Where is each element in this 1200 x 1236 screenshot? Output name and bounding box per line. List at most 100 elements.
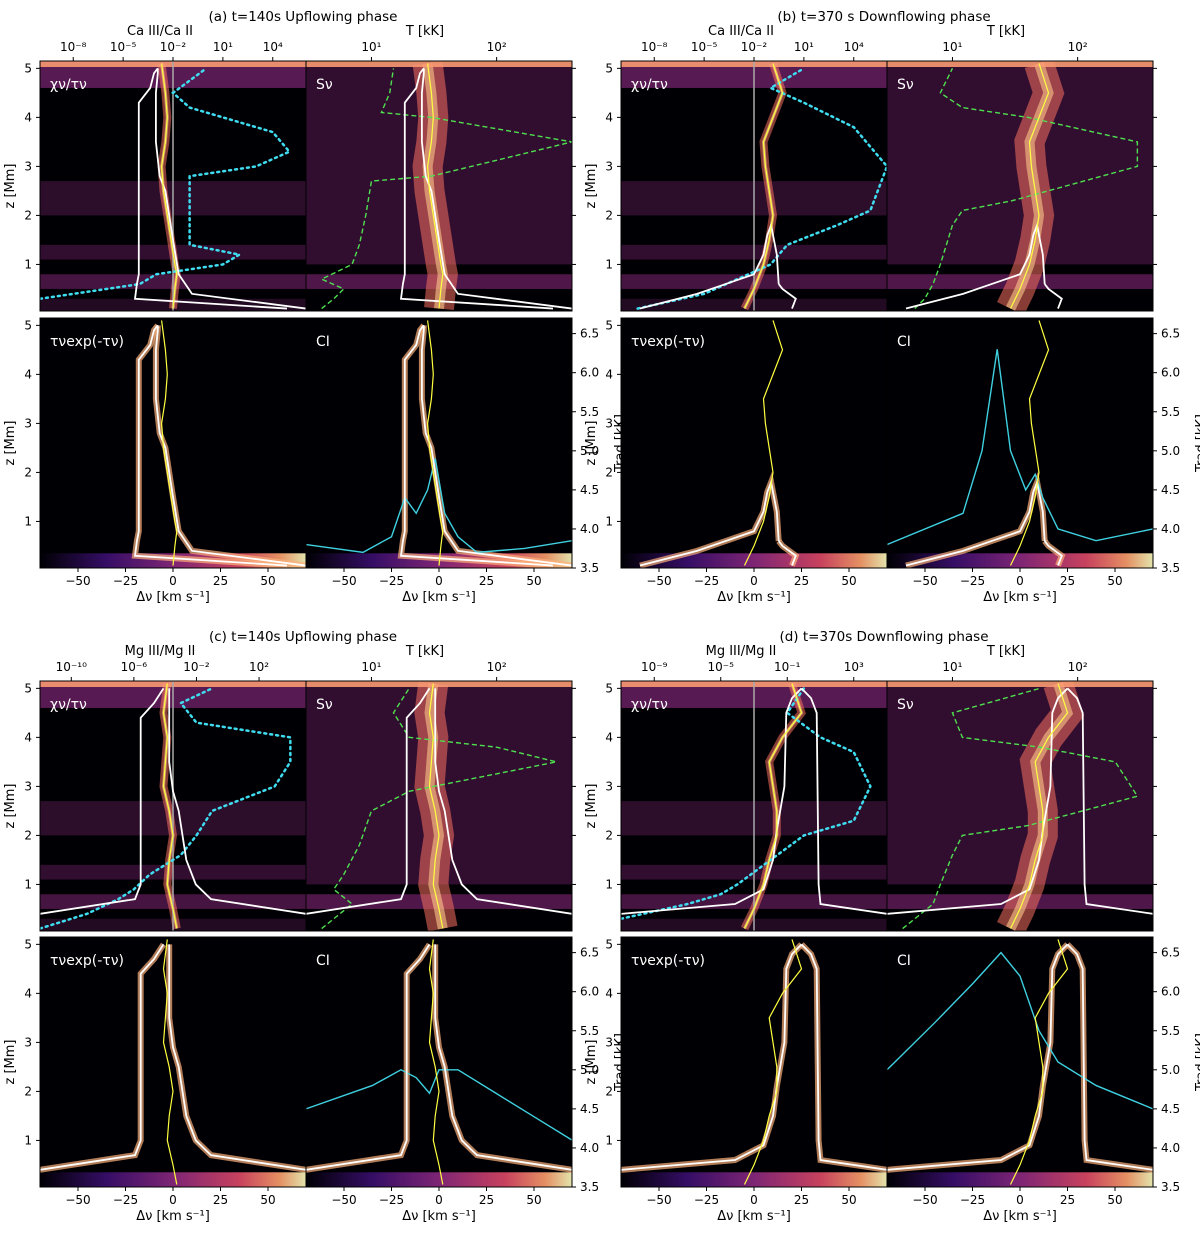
velocity-curve bbox=[743, 939, 803, 1185]
y-tick-label: 5 bbox=[605, 937, 613, 951]
trad-axis-label: Trad [kK] bbox=[1194, 1033, 1200, 1092]
panel-S: Sν bbox=[886, 680, 1157, 932]
velocity-curve bbox=[426, 63, 444, 309]
temp-tick-label: 10¹ bbox=[942, 40, 962, 54]
y-tick-label: 3 bbox=[605, 779, 613, 793]
x-axis-label: Δν [km s⁻¹] bbox=[983, 1209, 1057, 1224]
panel-chi: χν/τν 1 2 3 4 5 z [Mm] bbox=[3, 60, 307, 312]
heatmap-wing bbox=[40, 1172, 306, 1187]
panel-label: Sν bbox=[897, 77, 914, 93]
panel-S: Sν bbox=[886, 60, 1157, 312]
panel-plot-area bbox=[887, 318, 1153, 568]
x-tick-label: −50 bbox=[331, 1193, 356, 1207]
x-tick-label: 50 bbox=[260, 1193, 275, 1207]
y-tick-label: 2 bbox=[605, 1084, 613, 1098]
trad-tick-label: 5.0 bbox=[580, 1063, 599, 1077]
x-tick-label: −50 bbox=[65, 1193, 90, 1207]
temperature-curve bbox=[319, 68, 572, 310]
y-tick-label: 3 bbox=[605, 159, 613, 173]
ion-tick-label: 10⁴ bbox=[263, 40, 283, 54]
block-title: (c) t=140s Upflowing phase bbox=[209, 629, 397, 645]
ion-tick-label: 10⁻² bbox=[183, 660, 210, 674]
tau-unity-right-curve bbox=[1043, 283, 1063, 309]
trad-tick-label: 3.5 bbox=[580, 1180, 599, 1194]
tau-unity-right-curve bbox=[168, 688, 306, 915]
temp-tick-label: 10¹ bbox=[361, 40, 381, 54]
y-axis-label: z [Mm] bbox=[3, 164, 18, 209]
panel-label: CI bbox=[897, 953, 911, 969]
trad-axis-label: Trad [kK] bbox=[1194, 414, 1200, 473]
panel-tau: τνexp(-τν) −50 −25 0 25 50 Δν [km s⁻¹] 1 2 3 4 5 z [… bbox=[3, 317, 307, 605]
x-tick-label: 0 bbox=[750, 574, 758, 588]
x-tick-label: 0 bbox=[1016, 1193, 1024, 1207]
velocity-curve bbox=[1009, 320, 1050, 566]
heatmap-wing bbox=[887, 1172, 1153, 1187]
x-tick-label: −50 bbox=[646, 1193, 671, 1207]
velocity-curve bbox=[428, 683, 444, 929]
panel-label: χν/τν bbox=[631, 77, 668, 93]
velocity-curve bbox=[1009, 683, 1069, 929]
velocity-curve bbox=[1009, 63, 1050, 309]
x-tick-label: 50 bbox=[841, 574, 856, 588]
ion-tick-label: 10⁻¹⁰ bbox=[56, 660, 87, 674]
trad-tick-label: 6.5 bbox=[1161, 946, 1180, 960]
x-axis-label: Δν [km s⁻¹] bbox=[402, 590, 476, 605]
x-tick-label: 0 bbox=[1016, 574, 1024, 588]
heatmap-background bbox=[306, 318, 572, 568]
ion-tick-label: 10⁻⁸ bbox=[641, 40, 668, 54]
velocity-curve bbox=[426, 320, 444, 566]
tau-unity-right-curve bbox=[434, 944, 572, 1171]
tau-unity-left-curve bbox=[40, 687, 165, 915]
x-tick-label: 0 bbox=[169, 1193, 177, 1207]
velocity-curve bbox=[160, 63, 178, 309]
heatmap-wing bbox=[621, 553, 887, 568]
velocity-curve bbox=[162, 683, 178, 929]
x-tick-label: 0 bbox=[435, 574, 443, 588]
velocity-curve bbox=[162, 939, 178, 1185]
temp-tick-label: 10¹ bbox=[361, 660, 381, 674]
y-tick-label: 1 bbox=[24, 1133, 32, 1147]
trad-tick-label: 4.5 bbox=[580, 1102, 599, 1116]
ion-ratio-axis-label: Ca III/Ca II bbox=[708, 24, 774, 39]
x-axis-label: Δν [km s⁻¹] bbox=[402, 1209, 476, 1224]
panel-label: τνexp(-τν) bbox=[631, 334, 705, 350]
panel-chi: χν/τν 1 2 3 4 5 z [Mm] bbox=[584, 680, 888, 932]
panel-plot-area bbox=[621, 318, 887, 568]
y-axis-label: z [Mm] bbox=[584, 1040, 599, 1085]
trad-tick-label: 3.5 bbox=[1161, 1180, 1180, 1194]
x-tick-label: −25 bbox=[960, 574, 985, 588]
x-tick-label: −25 bbox=[379, 1193, 404, 1207]
y-tick-label: 2 bbox=[605, 465, 613, 479]
panel-tau: τνexp(-τν) −50 −25 0 25 50 Δν [km s⁻¹] 1 2 3 4 5 z [… bbox=[584, 317, 888, 605]
trad-tick-label: 4.0 bbox=[580, 522, 599, 536]
tau-unity-right-curve bbox=[168, 944, 306, 1171]
trad-tick-label: 6.0 bbox=[580, 985, 599, 999]
y-tick-label: 3 bbox=[605, 1035, 613, 1049]
trad-tick-label: 5.5 bbox=[580, 405, 599, 419]
trad-tick-label: 6.5 bbox=[580, 327, 599, 341]
y-tick-label: 3 bbox=[24, 779, 32, 793]
y-tick-label: 4 bbox=[605, 730, 613, 744]
tau-unity-right-curve bbox=[800, 687, 887, 915]
temp-tick-label: 10¹ bbox=[942, 660, 962, 674]
tau-unity-right-curve bbox=[777, 540, 797, 566]
y-tick-label: 5 bbox=[24, 318, 32, 332]
y-tick-label: 1 bbox=[24, 514, 32, 528]
heatmap-top-edge bbox=[306, 61, 572, 67]
tau-unity-right-curve bbox=[777, 283, 797, 309]
x-tick-label: 25 bbox=[1060, 1193, 1075, 1207]
ion-tick-label: 10⁻⁹ bbox=[641, 660, 668, 674]
y-axis-label: z [Mm] bbox=[584, 421, 599, 466]
panel-plot-area bbox=[306, 937, 572, 1187]
panel-plot-area bbox=[887, 61, 1153, 311]
panel-S: Sν bbox=[305, 60, 576, 312]
x-tick-label: 0 bbox=[435, 1193, 443, 1207]
tau-unity-right-curve bbox=[1043, 540, 1063, 566]
tau-unity-left-curve bbox=[399, 67, 554, 310]
panel-tau: τνexp(-τν) −50 −25 0 25 50 Δν [km s⁻¹] 1 2 3 4 5 z [… bbox=[584, 936, 888, 1224]
x-tick-label: −50 bbox=[912, 574, 937, 588]
trad-tick-label: 5.5 bbox=[1161, 1024, 1180, 1038]
y-tick-label: 2 bbox=[605, 828, 613, 842]
